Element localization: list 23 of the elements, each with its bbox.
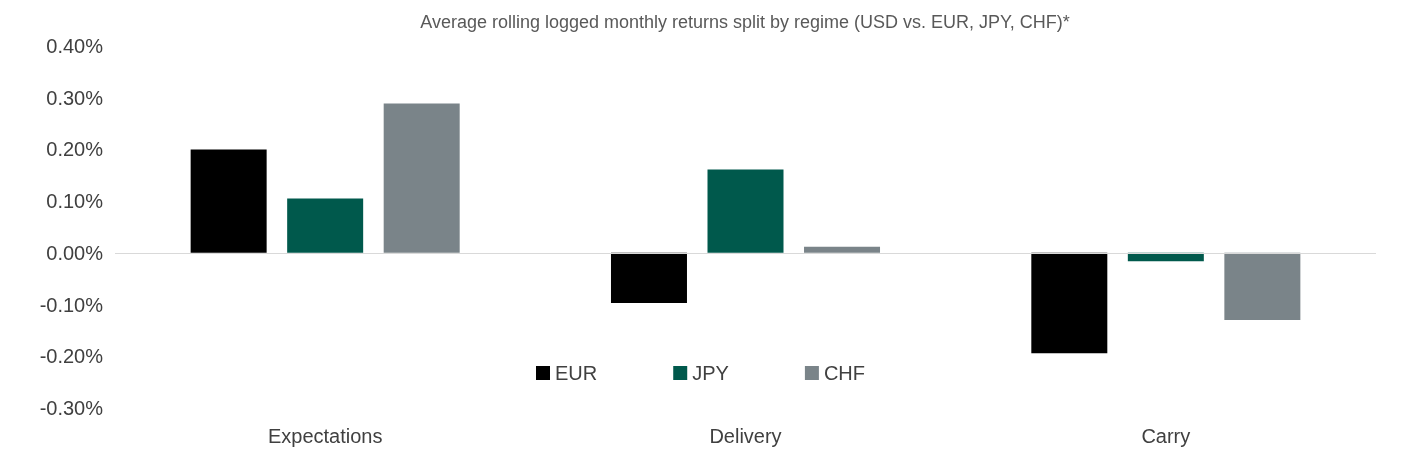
y-tick-label: -0.10% [39,293,104,316]
y-tick-label: 0.00% [46,241,104,264]
bar [287,198,364,253]
bar [190,149,267,253]
y-tick-label: 0.30% [46,86,104,109]
x-tick-label: Delivery [709,425,782,447]
bar [804,246,881,253]
chart-title: Average rolling logged monthly returns split by regime (USD vs. EUR, JPY, CHF)* [420,12,1070,32]
legend-label: JPY [692,362,729,384]
x-tick-label: Expectations [267,425,383,447]
x-tick-label: Carry [1141,425,1191,447]
bar [383,103,460,253]
y-tick-label: 0.10% [46,190,104,213]
bar [707,169,784,253]
bar [1224,252,1301,321]
y-tick-label: 0.40% [46,35,104,57]
legend-label: EUR [555,362,598,384]
y-tick-label: 0.20% [46,138,104,161]
bar [610,252,687,304]
y-tick-label: -0.20% [39,345,104,368]
legend-label: CHF [823,362,866,384]
y-tick-label: -0.30% [39,397,104,419]
bar [1031,252,1108,354]
